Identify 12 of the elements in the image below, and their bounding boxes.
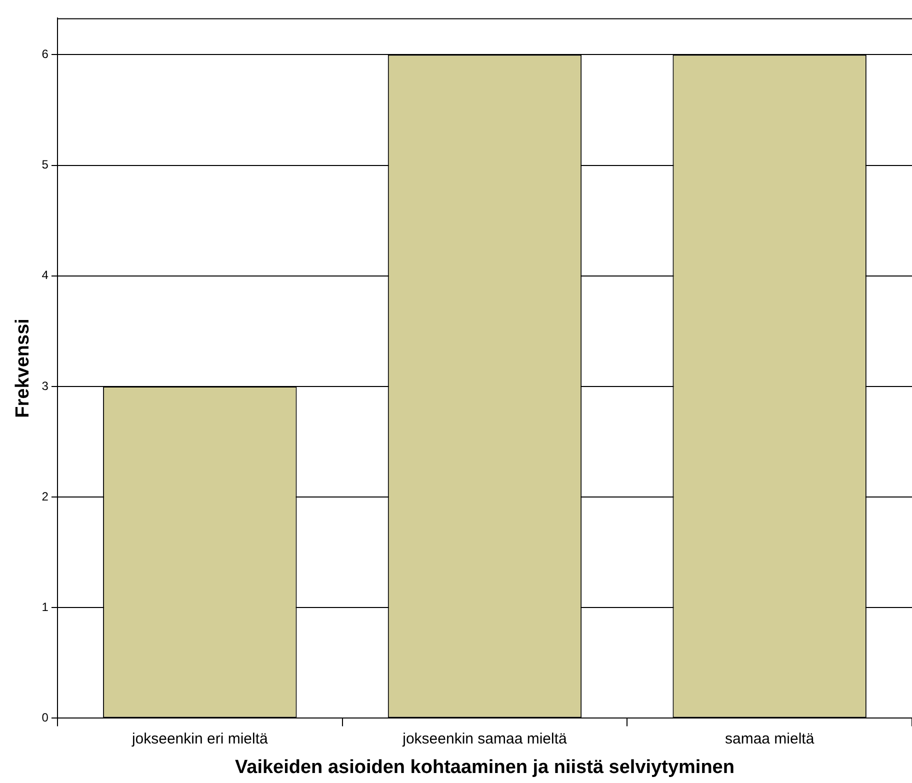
x-tick-label: samaa mieltä — [724, 730, 815, 748]
x-axis-title: Vaikeiden asioiden kohtaaminen ja niistä selviytyminen — [235, 756, 734, 778]
y-tick-label: 5 — [42, 158, 49, 172]
y-axis-title: Frekvenssi — [12, 318, 34, 418]
y-tick-label: 6 — [42, 47, 49, 62]
y-tick-label: 1 — [42, 600, 49, 614]
y-tick-label: 2 — [42, 489, 49, 504]
y-tick-label: 0 — [42, 710, 49, 725]
x-tick-label: jokseenkin eri mieltä — [130, 730, 268, 748]
y-tick-label: 4 — [42, 268, 49, 282]
x-tick-label: jokseenkin samaa mieltä — [402, 730, 568, 748]
y-tick-label: 3 — [42, 378, 49, 393]
